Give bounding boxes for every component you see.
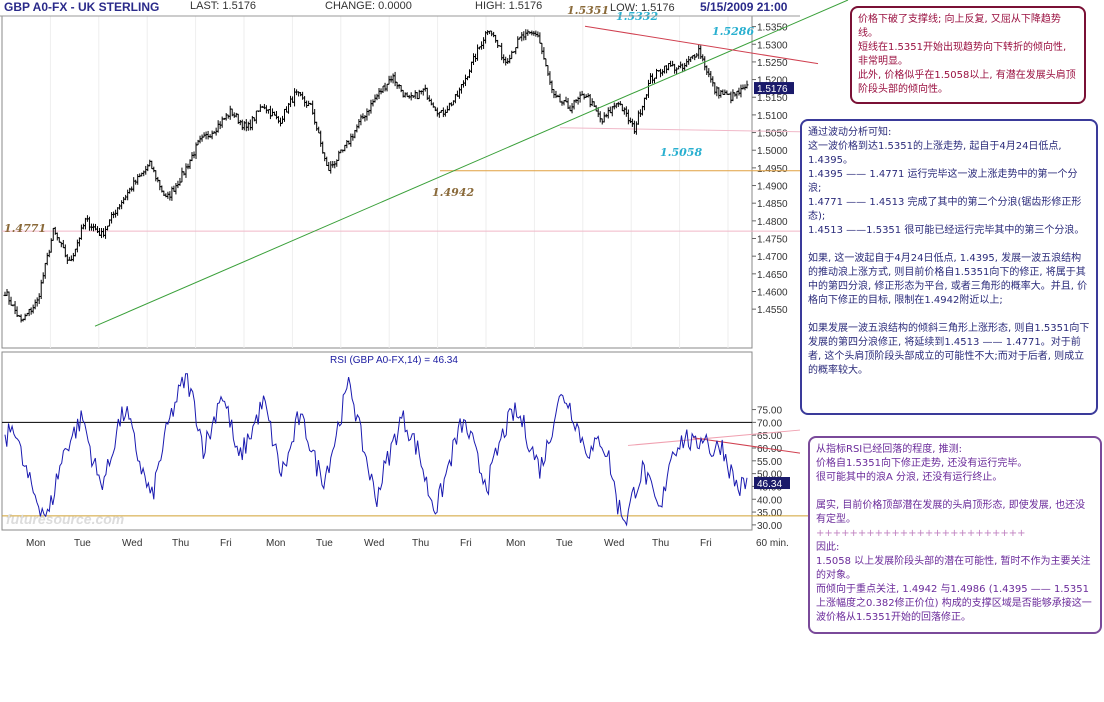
price-tick-label: 1.5200 xyxy=(757,76,788,87)
rsi-tick-label: 50.00 xyxy=(757,470,782,481)
rsi-tick-label: 75.00 xyxy=(757,406,782,417)
note-text: 通过波动分析可知: xyxy=(808,127,892,138)
rsi-tick-label: 60.00 xyxy=(757,444,782,455)
price-tick-label: 1.4850 xyxy=(757,199,788,210)
note-text: 1.4771 —— 1.4513 完成了其中的第二个分浪(锯齿形修正形态); xyxy=(808,197,1082,222)
price-panel: 1.5350 1.5300 1.5250 1.5200 1.5150 1.5100 1.50… xyxy=(1,0,849,367)
spacer xyxy=(808,238,1090,252)
note-box-wave-analysis: 通过波动分析可知: 这一波价格到达1.5351的上涨走势, 起自于4月24日低点… xyxy=(800,119,1098,415)
x-tick-label: Mon xyxy=(26,538,45,549)
price-tick-label: 1.4550 xyxy=(757,305,788,316)
note-text: 因此: xyxy=(816,542,840,553)
note-text: 1.4513 ——1.5351 很可能已经运行完毕其中的第三个分浪。 xyxy=(808,225,1085,236)
note-box-breakdown: 价格下破了支撑线; 向上反复, 又屈从下降趋势线。 短线在1.5351开始出现趋… xyxy=(850,6,1086,104)
reference-line-1.5058 xyxy=(559,127,801,133)
x-tick-label: Tue xyxy=(316,538,333,549)
last-price-badge xyxy=(754,82,794,95)
x-tick-label: 60 min. xyxy=(756,538,789,549)
x-tick-label: Thu xyxy=(412,538,429,549)
note-text: 属实, 目前价格顶部潜在发展的头肩顶形态, 即使发展, 也还没有定型。 xyxy=(816,500,1086,525)
high-label: HIGH: 1.5176 xyxy=(475,0,543,12)
x-tick-label: Wed xyxy=(122,538,142,549)
rsi-line xyxy=(4,373,748,527)
note-text: +++++++++++++++++++++++++ xyxy=(816,528,1026,539)
x-tick-label: Fri xyxy=(700,538,712,549)
rsi-value-badge-text: 46.34 xyxy=(757,479,782,490)
note-text: 1.4395 —— 1.4771 运行完毕这一波上涨走势中的第一个分浪; xyxy=(808,169,1078,194)
last-price-badge-text: 1.5176 xyxy=(757,84,788,95)
date-label: 5/15/2009 21:00 xyxy=(700,0,788,14)
price-tick-label: 1.4950 xyxy=(757,164,788,175)
note-text: 此外, 价格似乎在1.5058以上, 有潜在发展头肩顶阶段头部的倾向性。 xyxy=(858,70,1076,95)
note-text: 很可能其中的浪A 分浪, 还没有运行终止。 xyxy=(816,472,1003,483)
price-tick-label: 1.4700 xyxy=(757,252,788,263)
symbol-title: GBP A0-FX - UK STERLING xyxy=(4,0,160,14)
rsi-tick-label: 40.00 xyxy=(757,495,782,506)
price-annotation: 1.5058 xyxy=(660,146,702,159)
price-tick-label: 1.5000 xyxy=(757,146,788,157)
rsi-trendline xyxy=(692,437,801,454)
price-tick-label: 1.5150 xyxy=(757,93,788,104)
note-text: 短线在1.5351开始出现趋势向下转折的倾向性, 非常明显。 xyxy=(858,42,1067,67)
rsi-value-badge xyxy=(754,477,790,490)
support-trendline xyxy=(94,0,849,327)
candles xyxy=(3,29,749,323)
price-tick-label: 1.5350 xyxy=(757,23,788,34)
spacer xyxy=(816,485,1094,499)
note-text: 如果, 这一波起自于4月24日低点, 1.4395, 发展一波五浪结构的推动浪上… xyxy=(808,253,1088,306)
note-text: 价格下破了支撑线; 向上反复, 又屈从下降趋势线。 xyxy=(858,14,1061,39)
price-tick-label: 1.4600 xyxy=(757,287,788,298)
price-tick-label: 1.5050 xyxy=(757,129,788,140)
note-text: 从指标RSI已经回落的程度, 推测: xyxy=(816,444,962,455)
price-tick-label: 1.4750 xyxy=(757,235,788,246)
note-text: 如果发展一波五浪结构的倾斜三角形上涨形态, 则自1.5351向下发展的第四分浪修… xyxy=(808,323,1090,376)
x-tick-label: Wed xyxy=(604,538,624,549)
price-tick-label: 1.4800 xyxy=(757,217,788,228)
x-tick-label: Thu xyxy=(172,538,189,549)
last-price-label: LAST: 1.5176 xyxy=(190,0,257,12)
x-tick-label: Thu xyxy=(652,538,669,549)
price-tick-label: 1.5100 xyxy=(757,111,788,122)
note-box-rsi: 从指标RSI已经回落的程度, 推测: 价格自1.5351向下修正走势, 还没有运… xyxy=(808,436,1102,634)
note-text: 价格自1.5351向下修正走势, 还没有运行完毕。 xyxy=(816,458,1028,469)
note-text: 这一波价格到达1.5351的上涨走势, 起自于4月24日低点, 1.4395。 xyxy=(808,141,1062,166)
price-tick-label: 1.4650 xyxy=(757,270,788,281)
spacer xyxy=(808,308,1090,322)
change-label: CHANGE: 0.0000 xyxy=(325,0,412,12)
rsi-tick-label: 55.00 xyxy=(757,457,782,468)
x-tick-label: Fri xyxy=(220,538,232,549)
x-tick-label: Mon xyxy=(506,538,525,549)
rsi-panel-frame xyxy=(1,351,753,531)
note-text: 而倾向于重点关注, 1.4942 与1.4986 (1.4395 —— 1.53… xyxy=(816,584,1092,623)
x-tick-label: Tue xyxy=(74,538,91,549)
rsi-tick-label: 30.00 xyxy=(757,521,782,532)
x-tick-label: Wed xyxy=(364,538,384,549)
low-label: LOW: 1.5176 xyxy=(610,2,675,14)
x-axis: Mon Tue Wed Thu Fri Mon Tue Wed Thu Fri Mon Tue Wed T… xyxy=(0,15,800,549)
watermark: futuresource.com xyxy=(6,511,125,527)
rsi-tick-label: 65.00 xyxy=(757,431,782,442)
price-annotation: 1.5351 xyxy=(567,4,609,17)
rsi-tick-label: 70.00 xyxy=(757,418,782,429)
price-annotation: 1.4942 xyxy=(432,186,474,199)
rsi-trendline xyxy=(627,429,801,446)
price-tick-label: 1.5250 xyxy=(757,58,788,69)
price-panel-frame xyxy=(1,15,753,349)
x-tick-label: Fri xyxy=(460,538,472,549)
resistance-trendline xyxy=(584,25,819,65)
price-annotation: 1.4771 xyxy=(4,222,46,235)
x-tick-label: Tue xyxy=(556,538,573,549)
price-annotation: 1.5286 xyxy=(712,25,754,38)
note-text: 1.5058 以上发展阶段头部的潜在可能性, 暂时不作为主要关注的对象。 xyxy=(816,556,1091,581)
rsi-tick-label: 35.00 xyxy=(757,508,782,519)
rsi-title: RSI (GBP A0-FX,14) = 46.34 xyxy=(330,355,458,366)
price-tick-label: 1.5300 xyxy=(757,40,788,51)
price-tick-label: 1.4900 xyxy=(757,182,788,193)
x-tick-label: Mon xyxy=(266,538,285,549)
